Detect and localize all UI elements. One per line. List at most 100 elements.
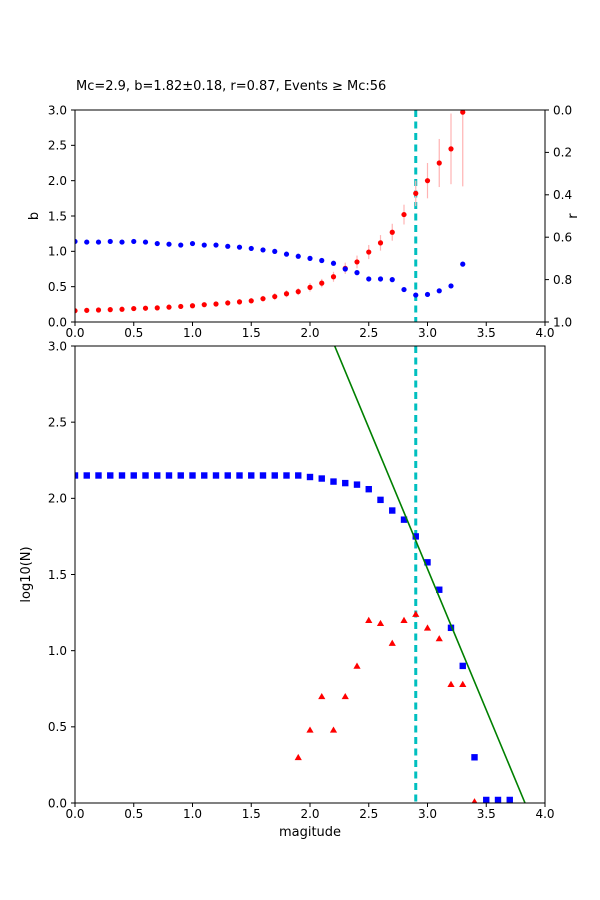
y-tick-label: 1.5 [48, 209, 67, 223]
data-point [75, 472, 79, 479]
y-tick-label: 1.0 [48, 245, 67, 259]
y-tick-label: 2.5 [48, 415, 67, 429]
data-point [236, 472, 243, 479]
data-point [213, 301, 219, 307]
data-point [341, 692, 349, 700]
y-right-tick-label: 0.2 [553, 146, 572, 160]
data-point [294, 753, 302, 761]
plot-frame [74, 345, 546, 804]
data-point [306, 726, 314, 733]
data-point [118, 472, 126, 479]
data-point [201, 242, 207, 248]
x-tick-label: 2.5 [359, 807, 378, 821]
data-point [483, 796, 490, 803]
data-point [401, 286, 407, 293]
data-point [212, 472, 220, 479]
b-value-vs-cutoff [75, 110, 466, 314]
x-tick-label: 0.5 [124, 807, 143, 821]
data-point [165, 472, 173, 479]
y-right-axis-label: r [566, 213, 581, 219]
y-tick-label: 0.5 [48, 280, 67, 294]
data-point [401, 211, 407, 218]
data-point [319, 257, 325, 264]
data-point [260, 247, 266, 253]
data-point [189, 303, 196, 309]
data-point [307, 255, 313, 261]
data-point [460, 261, 466, 267]
x-tick-label: 3.5 [477, 807, 496, 821]
x-tick-label: 4.0 [535, 326, 554, 340]
y-tick-label: 2.0 [48, 492, 67, 506]
data-point [353, 662, 361, 669]
data-point [178, 242, 184, 248]
y-tick-label: 0.0 [48, 796, 67, 810]
y-right-tick-label: 0.6 [553, 231, 572, 245]
x-tick-label: 1.5 [242, 326, 261, 340]
data-point [400, 516, 408, 523]
y-tick-label: 1.0 [48, 644, 67, 658]
data-point [142, 305, 149, 311]
data-point [201, 302, 207, 308]
data-point [376, 619, 385, 627]
data-point [307, 284, 313, 290]
data-point [389, 507, 396, 514]
data-point [295, 289, 301, 295]
data-point [436, 586, 443, 593]
data-point [377, 240, 384, 246]
data-point [319, 280, 325, 286]
y-right-tick-label: 0.8 [553, 273, 572, 287]
data-point [494, 796, 502, 803]
bottom-plot: 0.0 0.5 1.0 1.5 2.0 2.5 3.0 3.5 4.0 0.0 0.5 1.0 1.5 2… [19, 339, 555, 840]
data-point [400, 616, 408, 623]
data-point [283, 472, 290, 479]
data-point [166, 304, 172, 310]
r-value-vs-cutoff [75, 238, 466, 298]
data-point [107, 238, 113, 245]
data-point [225, 300, 231, 306]
data-point [306, 473, 314, 481]
data-point [471, 754, 478, 761]
y-axis-label: log10(N) [19, 546, 34, 602]
data-point [459, 662, 466, 670]
data-point [260, 296, 266, 302]
data-point [248, 245, 254, 252]
data-point [154, 240, 160, 247]
data-point [236, 299, 243, 305]
data-point [366, 276, 372, 282]
x-tick-label: 4.0 [535, 807, 554, 821]
data-point [413, 292, 419, 298]
data-point [201, 472, 208, 479]
data-point [224, 472, 231, 479]
data-point [388, 639, 396, 646]
y-tick-label: 2.0 [48, 174, 67, 188]
data-point [272, 248, 278, 255]
data-point [84, 239, 90, 245]
y-tick-label: 1.5 [48, 568, 67, 582]
data-point [213, 242, 219, 248]
data-point [435, 635, 443, 642]
data-point [189, 240, 196, 247]
data-point [131, 238, 137, 245]
data-point [423, 624, 432, 631]
data-point [448, 283, 454, 289]
y-tick-label: 2.5 [48, 139, 67, 153]
x-tick-label: 3.5 [477, 326, 496, 340]
data-point [107, 472, 114, 479]
x-tick-label: 1.0 [183, 326, 202, 340]
data-point [84, 307, 90, 313]
data-point [272, 293, 278, 300]
data-point [130, 472, 137, 479]
data-point [295, 472, 302, 479]
data-point [459, 680, 467, 687]
data-point [248, 298, 254, 304]
data-point [295, 253, 301, 259]
data-point [424, 559, 431, 566]
data-point [142, 472, 149, 479]
data-point [271, 472, 278, 479]
data-point [471, 798, 478, 803]
data-point [424, 291, 431, 298]
data-point [365, 616, 373, 623]
data-point [436, 288, 442, 294]
y-right-tick-label: 1.0 [553, 315, 572, 329]
